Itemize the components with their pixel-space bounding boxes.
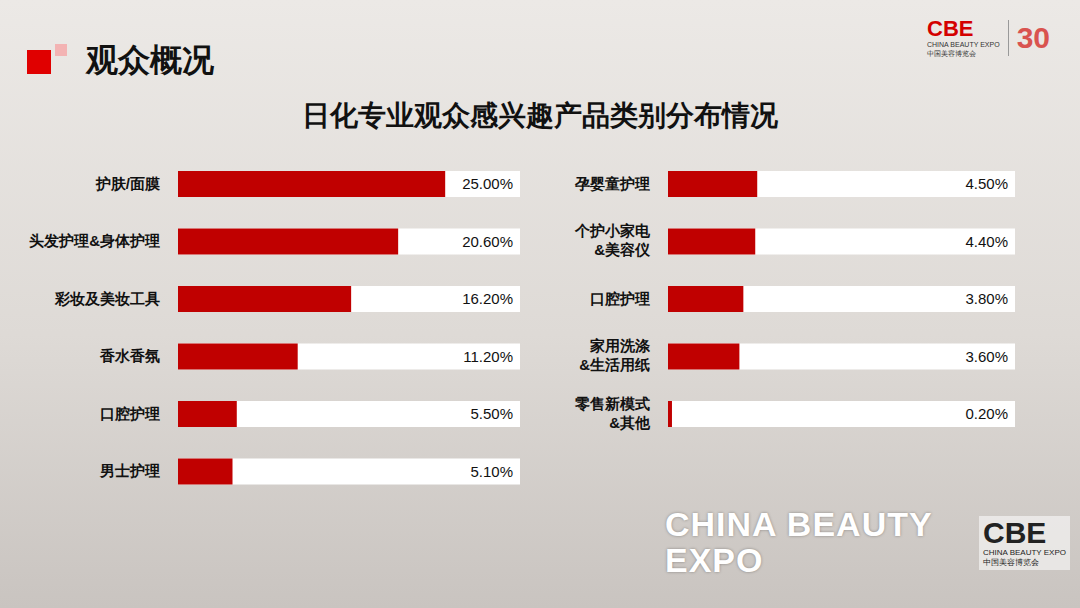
svg-text:4.40%: 4.40%: [965, 233, 1008, 250]
svg-text:0.20%: 0.20%: [965, 405, 1008, 422]
svg-text:11.20%: 11.20%: [463, 348, 513, 365]
svg-text:孕婴童护理: 孕婴童护理: [574, 175, 650, 192]
svg-text:香水香氛: 香水香氛: [99, 347, 160, 364]
html-text:CBE: CBE: [927, 16, 974, 41]
svg-text:4.50%: 4.50%: [965, 175, 1008, 192]
svg-text:彩妆及美妆工具: 彩妆及美妆工具: [54, 290, 160, 307]
svg-text:5.50%: 5.50%: [470, 405, 513, 422]
html-text:CHINA BEAUTY EXPO: CHINA BEAUTY EXPO: [927, 41, 1000, 48]
svg-text:男士护理: 男士护理: [99, 462, 160, 479]
html-text:30: 30: [1016, 21, 1050, 54]
html-text:CHINA BEAUTY EXPO: CHINA BEAUTY EXPO: [665, 505, 932, 579]
html-text:中国美容博览会: 中国美容博览会: [983, 558, 1039, 567]
svg-text:20.60%: 20.60%: [462, 233, 513, 250]
html-text:CHINA BEAUTY EXPO: CHINA BEAUTY EXPO: [983, 548, 1066, 557]
html-text:观众概况: 观众概况: [86, 42, 214, 78]
svg-text:口腔护理: 口腔护理: [100, 405, 160, 422]
svg-text:16.20%: 16.20%: [462, 290, 513, 307]
html-text:CBE: CBE: [983, 516, 1047, 549]
svg-text:口腔护理: 口腔护理: [590, 290, 650, 307]
svg-text:家用洗涤&生活用纸: 家用洗涤&生活用纸: [579, 337, 651, 373]
svg-text:护肤/面膜: 护肤/面膜: [95, 175, 160, 192]
svg-text:头发护理&身体护理: 头发护理&身体护理: [29, 232, 160, 249]
svg-text:3.60%: 3.60%: [965, 348, 1008, 365]
svg-text:3.80%: 3.80%: [965, 290, 1008, 307]
svg-text:25.00%: 25.00%: [462, 175, 513, 192]
html-text:日化专业观众感兴趣产品类别分布情况: 日化专业观众感兴趣产品类别分布情况: [302, 100, 778, 131]
svg-text:5.10%: 5.10%: [470, 463, 513, 480]
svg-text:零售新模式&其他: 零售新模式&其他: [575, 395, 651, 431]
html-text:中国美容博览会: 中国美容博览会: [927, 50, 976, 57]
svg-text:个护小家电&美容仪: 个护小家电&美容仪: [574, 222, 651, 258]
